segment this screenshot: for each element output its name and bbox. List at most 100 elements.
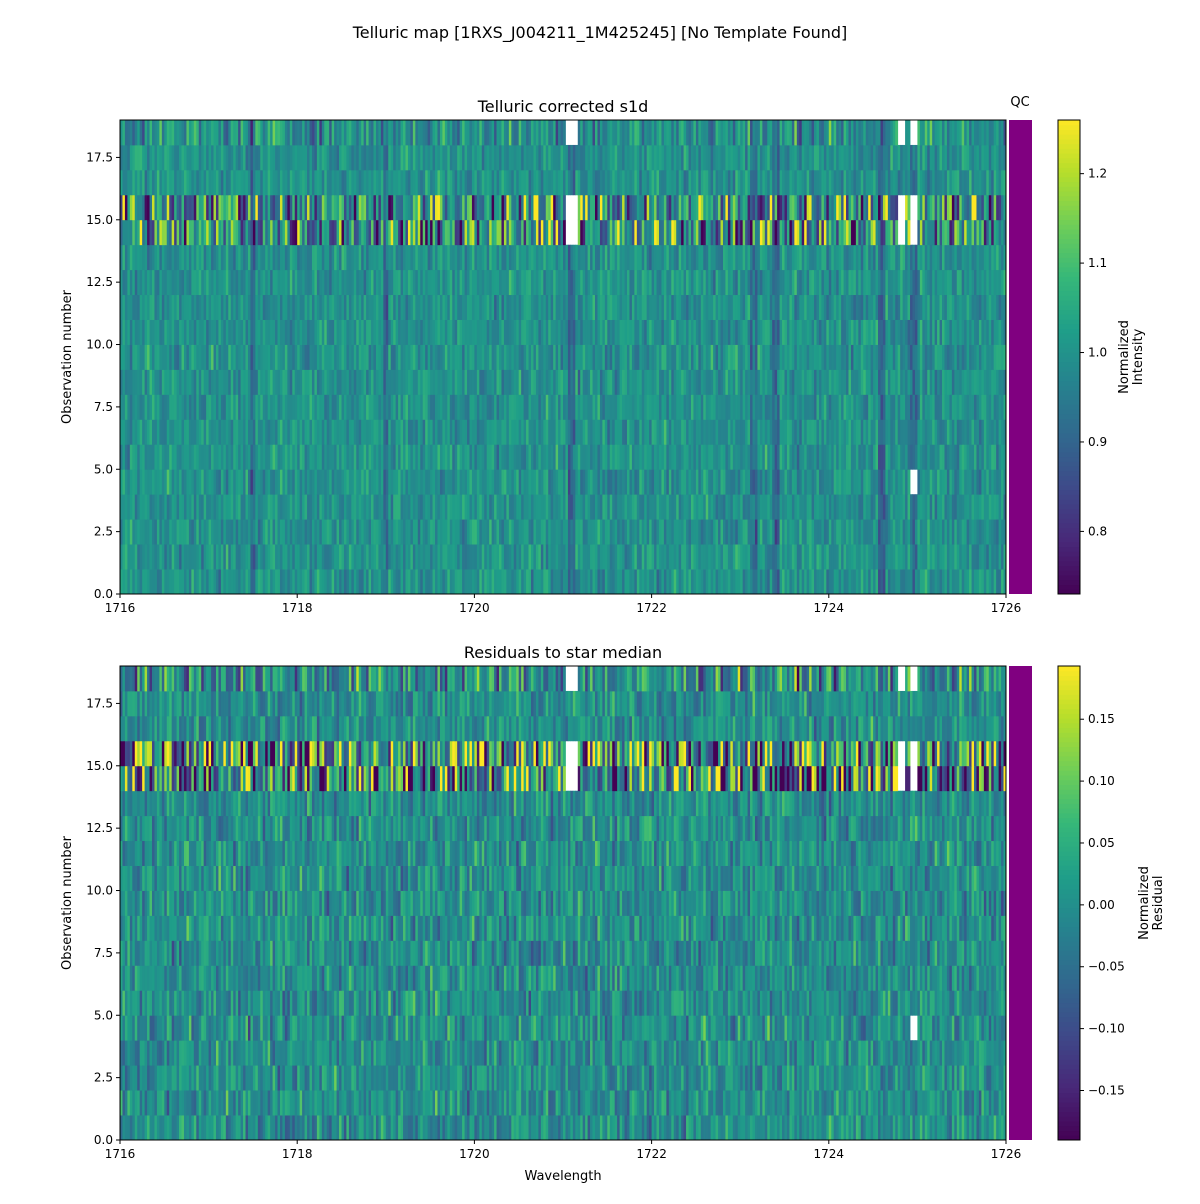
heatmap-cell (718, 344, 721, 370)
heatmap-cell (673, 519, 677, 545)
heatmap-cell (154, 444, 158, 470)
heatmap-cell (442, 394, 446, 420)
heatmap-cell (976, 544, 980, 570)
heatmap-cell (516, 319, 520, 345)
heatmap-cell (850, 294, 854, 320)
heatmap-cell (188, 494, 192, 520)
heatmap-cell (501, 544, 505, 570)
heatmap-cell (602, 444, 606, 470)
heatmap-cell (922, 444, 926, 470)
heatmap-cell (764, 269, 768, 296)
heatmap-cell (144, 569, 148, 595)
heatmap-cell (683, 319, 687, 345)
heatmap-cell (774, 269, 778, 296)
heatmap-cell (213, 344, 217, 370)
heatmap-cell (737, 444, 741, 470)
heatmap-cell (196, 469, 200, 495)
heatmap-cell (558, 519, 561, 545)
heatmap-cell (666, 394, 670, 420)
heatmap-cell (518, 419, 522, 445)
heatmap-cell (164, 519, 168, 545)
heatmap-cell (626, 344, 630, 370)
heatmap-cell (122, 244, 126, 271)
heatmap-cell (735, 444, 739, 470)
heatmap-cell (336, 394, 340, 420)
heatmap-cell (329, 319, 333, 345)
heatmap-cell (304, 394, 308, 420)
heatmap-cell (166, 469, 170, 495)
heatmap-cell (164, 369, 168, 395)
heatmap-cell (543, 569, 547, 595)
heatmap-cell (811, 469, 815, 495)
heatmap-cell (686, 344, 689, 370)
heatmap-cell (156, 319, 160, 345)
heatmap-cell (816, 444, 820, 470)
heatmap-cell (139, 419, 143, 445)
heatmap-cell (799, 419, 803, 445)
heatmap-cell (767, 569, 771, 595)
heatmap-cell (484, 569, 488, 595)
heatmap-cell (796, 369, 800, 395)
heatmap-cell (757, 394, 761, 420)
heatmap-cell (329, 394, 333, 420)
heatmap-cell (444, 244, 448, 271)
heatmap-cell (319, 269, 323, 296)
heatmap-cell (757, 419, 761, 445)
heatmap-cell (275, 269, 278, 296)
heatmap-cell (816, 519, 820, 545)
heatmap-cell (471, 269, 475, 296)
heatmap-cell (663, 294, 667, 320)
heatmap-cell (602, 319, 606, 345)
heatmap-cell (828, 444, 832, 470)
heatmap-cell (444, 319, 448, 345)
heatmap-cell (754, 494, 758, 520)
heatmap-cell (646, 294, 650, 320)
heatmap-cell (471, 519, 475, 545)
heatmap-cell (902, 419, 906, 445)
heatmap-cell (821, 319, 825, 345)
heatmap-cell (213, 544, 217, 570)
heatmap-cell (855, 444, 859, 470)
heatmap-cell (393, 244, 397, 271)
heatmap-cell (213, 269, 217, 296)
heatmap-cell (1001, 469, 1004, 495)
heatmap-cell (676, 544, 680, 570)
heatmap-cell (279, 369, 283, 395)
heatmap-cell (550, 544, 554, 570)
heatmap-cell (373, 419, 377, 445)
heatmap-cell (469, 544, 473, 570)
heatmap-cell (420, 494, 424, 520)
heatmap-cell (612, 244, 616, 271)
heatmap-cell (681, 394, 684, 420)
heatmap-cell (599, 494, 603, 520)
heatmap-cell (693, 569, 697, 595)
heatmap-cell (430, 344, 433, 370)
heatmap-cell (686, 519, 689, 545)
heatmap-cell (890, 544, 894, 570)
heatmap-cell (754, 569, 758, 595)
heatmap-cell (430, 369, 433, 395)
heatmap-cell (292, 319, 296, 345)
heatmap-cell (594, 294, 598, 320)
heatmap-cell (494, 244, 497, 271)
heatmap-cell (348, 269, 352, 296)
heatmap-cell (602, 544, 606, 570)
heatmap-cell (400, 319, 404, 345)
heatmap-cell (617, 269, 620, 296)
heatmap-cell (863, 294, 867, 320)
heatmap-cell (594, 269, 598, 296)
heatmap-cell (553, 469, 557, 495)
heatmap-cell (910, 544, 913, 570)
heatmap-cell (789, 419, 793, 445)
heatmap-cell (668, 319, 672, 345)
heatmap-cell (139, 569, 143, 595)
heatmap-cell (368, 569, 372, 595)
heatmap-cell (742, 269, 746, 296)
heatmap-cell (718, 369, 721, 395)
heatmap-cell (142, 294, 146, 320)
heatmap-cell (193, 519, 197, 545)
heatmap-cell (442, 344, 446, 370)
heatmap-cell (850, 394, 854, 420)
heatmap-cell (814, 394, 817, 420)
heatmap-cell (255, 419, 259, 445)
